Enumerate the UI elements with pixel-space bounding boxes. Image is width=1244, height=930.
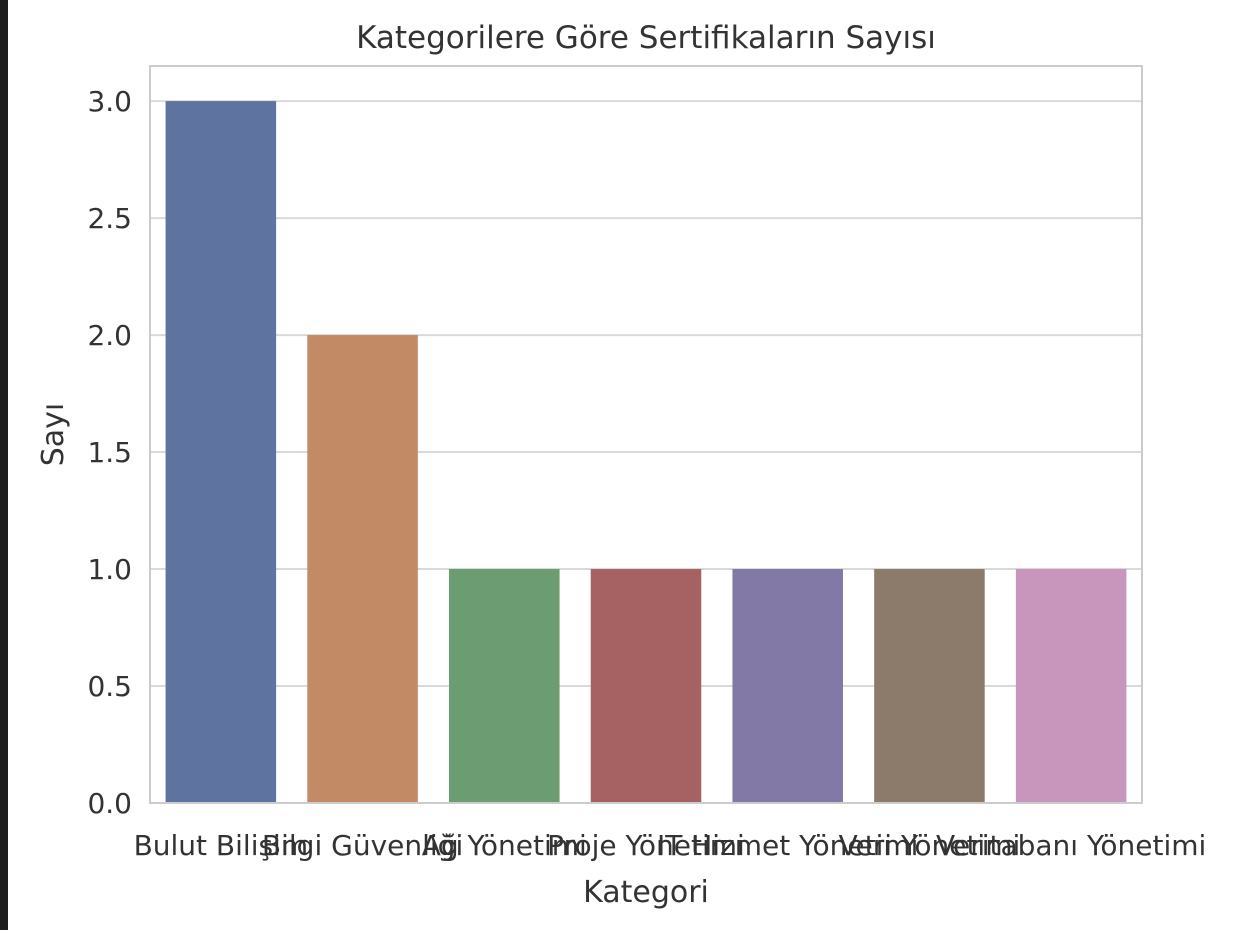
x-tick-label: Veritabanı Yönetimi: [936, 829, 1206, 862]
y-tick-label: 1.5: [87, 436, 132, 469]
y-tick-label: 3.0: [87, 85, 132, 118]
bar: [732, 569, 843, 803]
y-tick-label: 0.5: [87, 670, 132, 703]
bar: [590, 569, 702, 803]
chart-title: Kategorilere Göre Sertifikaların Sayısı: [356, 20, 936, 56]
bar: [1015, 569, 1127, 803]
y-tick-label: 2.5: [87, 202, 132, 235]
bar: [307, 335, 418, 803]
y-tick-label: 2.0: [87, 319, 132, 352]
x-tick-label: Proje Yönetimi: [547, 829, 745, 862]
bar: [449, 569, 560, 803]
x-tick-label: Bilgi Güvenliği: [262, 829, 463, 862]
chart-figure: 0.0 0.5 1.0 1.5 2.0 2.5 3.0 Bulut Bilişim Bilgi…: [8, 0, 1244, 930]
y-axis-title: Sayı: [36, 403, 71, 467]
plot-frame: [149, 65, 1143, 804]
y-tick-label: 1.0: [87, 553, 132, 586]
x-axis-title: Kategori: [583, 875, 709, 910]
x-tick-label: Ağ Yönetimi: [422, 829, 587, 862]
bar: [165, 101, 277, 804]
x-tick-label: Veri Yönetimi: [839, 829, 1021, 862]
bar-chart: 0.0 0.5 1.0 1.5 2.0 2.5 3.0 Bulut BilişimBilgi…: [36, 20, 1207, 910]
y-tick-label: 0.0: [87, 787, 132, 820]
bars: [165, 101, 1127, 804]
x-tick-label: Bulut Bilişim: [134, 829, 309, 862]
bar: [874, 569, 985, 803]
x-tick-label: IT Hizmet Yönetimi: [657, 829, 918, 862]
y-tick-labels: 0.0 0.5 1.0 1.5 2.0 2.5 3.0: [87, 85, 132, 820]
